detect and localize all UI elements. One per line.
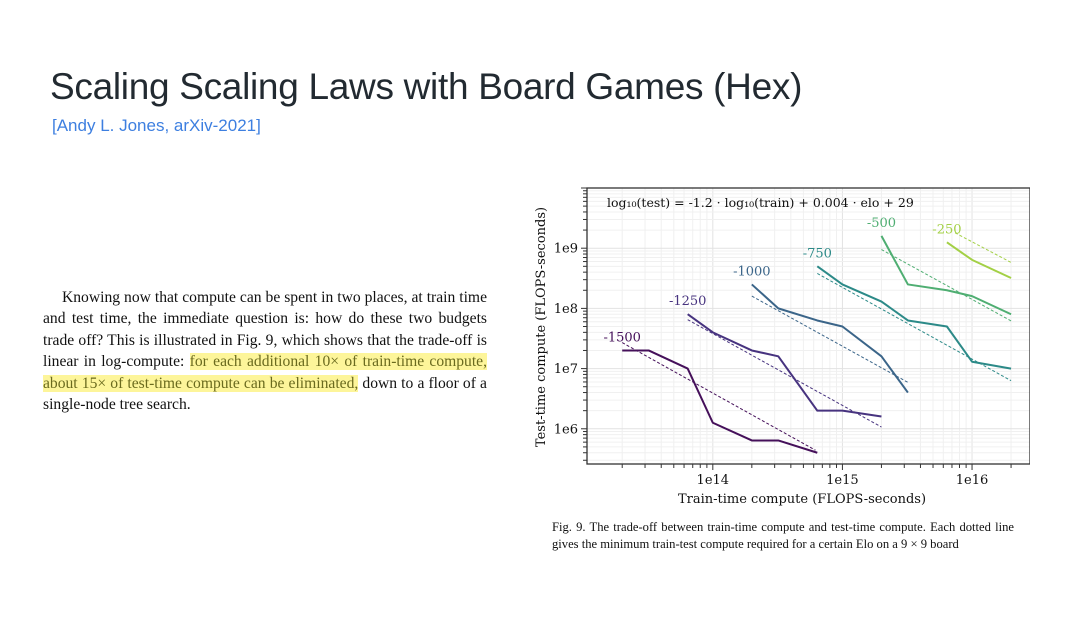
body-paragraph: Knowing now that compute can be spent in… — [43, 287, 488, 415]
series-minus-1250: -1250 — [669, 294, 882, 428]
fit-line — [881, 249, 1012, 322]
series-label: -750 — [803, 246, 832, 261]
plot-frame — [586, 187, 1030, 465]
series-minus-750: -750 — [803, 246, 1012, 382]
series-line — [622, 349, 818, 454]
y-tick-label: 1e8 — [554, 302, 578, 317]
equation-annotation: log₁₀(test) = -1.2 · log₁₀(train) + 0.00… — [607, 195, 914, 210]
x-tick-label: 1e15 — [826, 473, 859, 488]
citation-link[interactable]: [Andy L. Jones, arXiv-2021] — [52, 116, 261, 135]
series-label: -1250 — [669, 294, 706, 309]
series-minus-250: -250 — [932, 222, 1012, 279]
fit-line — [954, 232, 1012, 263]
series-line — [751, 283, 909, 394]
y-tick-label: 1e7 — [554, 362, 578, 377]
series-line — [880, 235, 1012, 316]
slide-title: Scaling Scaling Laws with Board Games (H… — [50, 66, 803, 107]
series-label: -500 — [867, 216, 896, 231]
fit-line — [621, 342, 816, 451]
x-tick-label: 1e16 — [956, 473, 989, 488]
series-minus-1000: -1000 — [733, 264, 909, 394]
x-tick-label: 1e14 — [697, 473, 730, 488]
y-tick-label: 1e9 — [554, 242, 578, 257]
tradeoff-chart: 1e14 1e15 1e16 1e6 1e7 1e8 1e9 -1500 -1250 -1000… — [534, 187, 1030, 507]
x-axis-label: Train-time compute (FLOPS-seconds) — [678, 492, 926, 507]
series-label: -1500 — [603, 330, 640, 345]
series-label: -250 — [932, 222, 961, 237]
paragraph-text-end: down to a floor of a single-node tree se… — [43, 374, 487, 414]
y-axis-label: Test-time compute (FLOPS-seconds) — [534, 207, 549, 447]
series-line — [687, 313, 882, 418]
fit-line — [817, 273, 1012, 382]
series-minus-1500: -1500 — [603, 330, 818, 454]
series-minus-500: -500 — [867, 216, 1012, 322]
figure-caption: Fig. 9. The trade-off between train-time… — [552, 520, 1014, 551]
y-tick-label: 1e6 — [554, 422, 578, 437]
fit-line — [687, 319, 882, 428]
paragraph-text: Knowing now that compute can be spent in… — [43, 289, 487, 371]
series-label: -1000 — [733, 264, 770, 279]
